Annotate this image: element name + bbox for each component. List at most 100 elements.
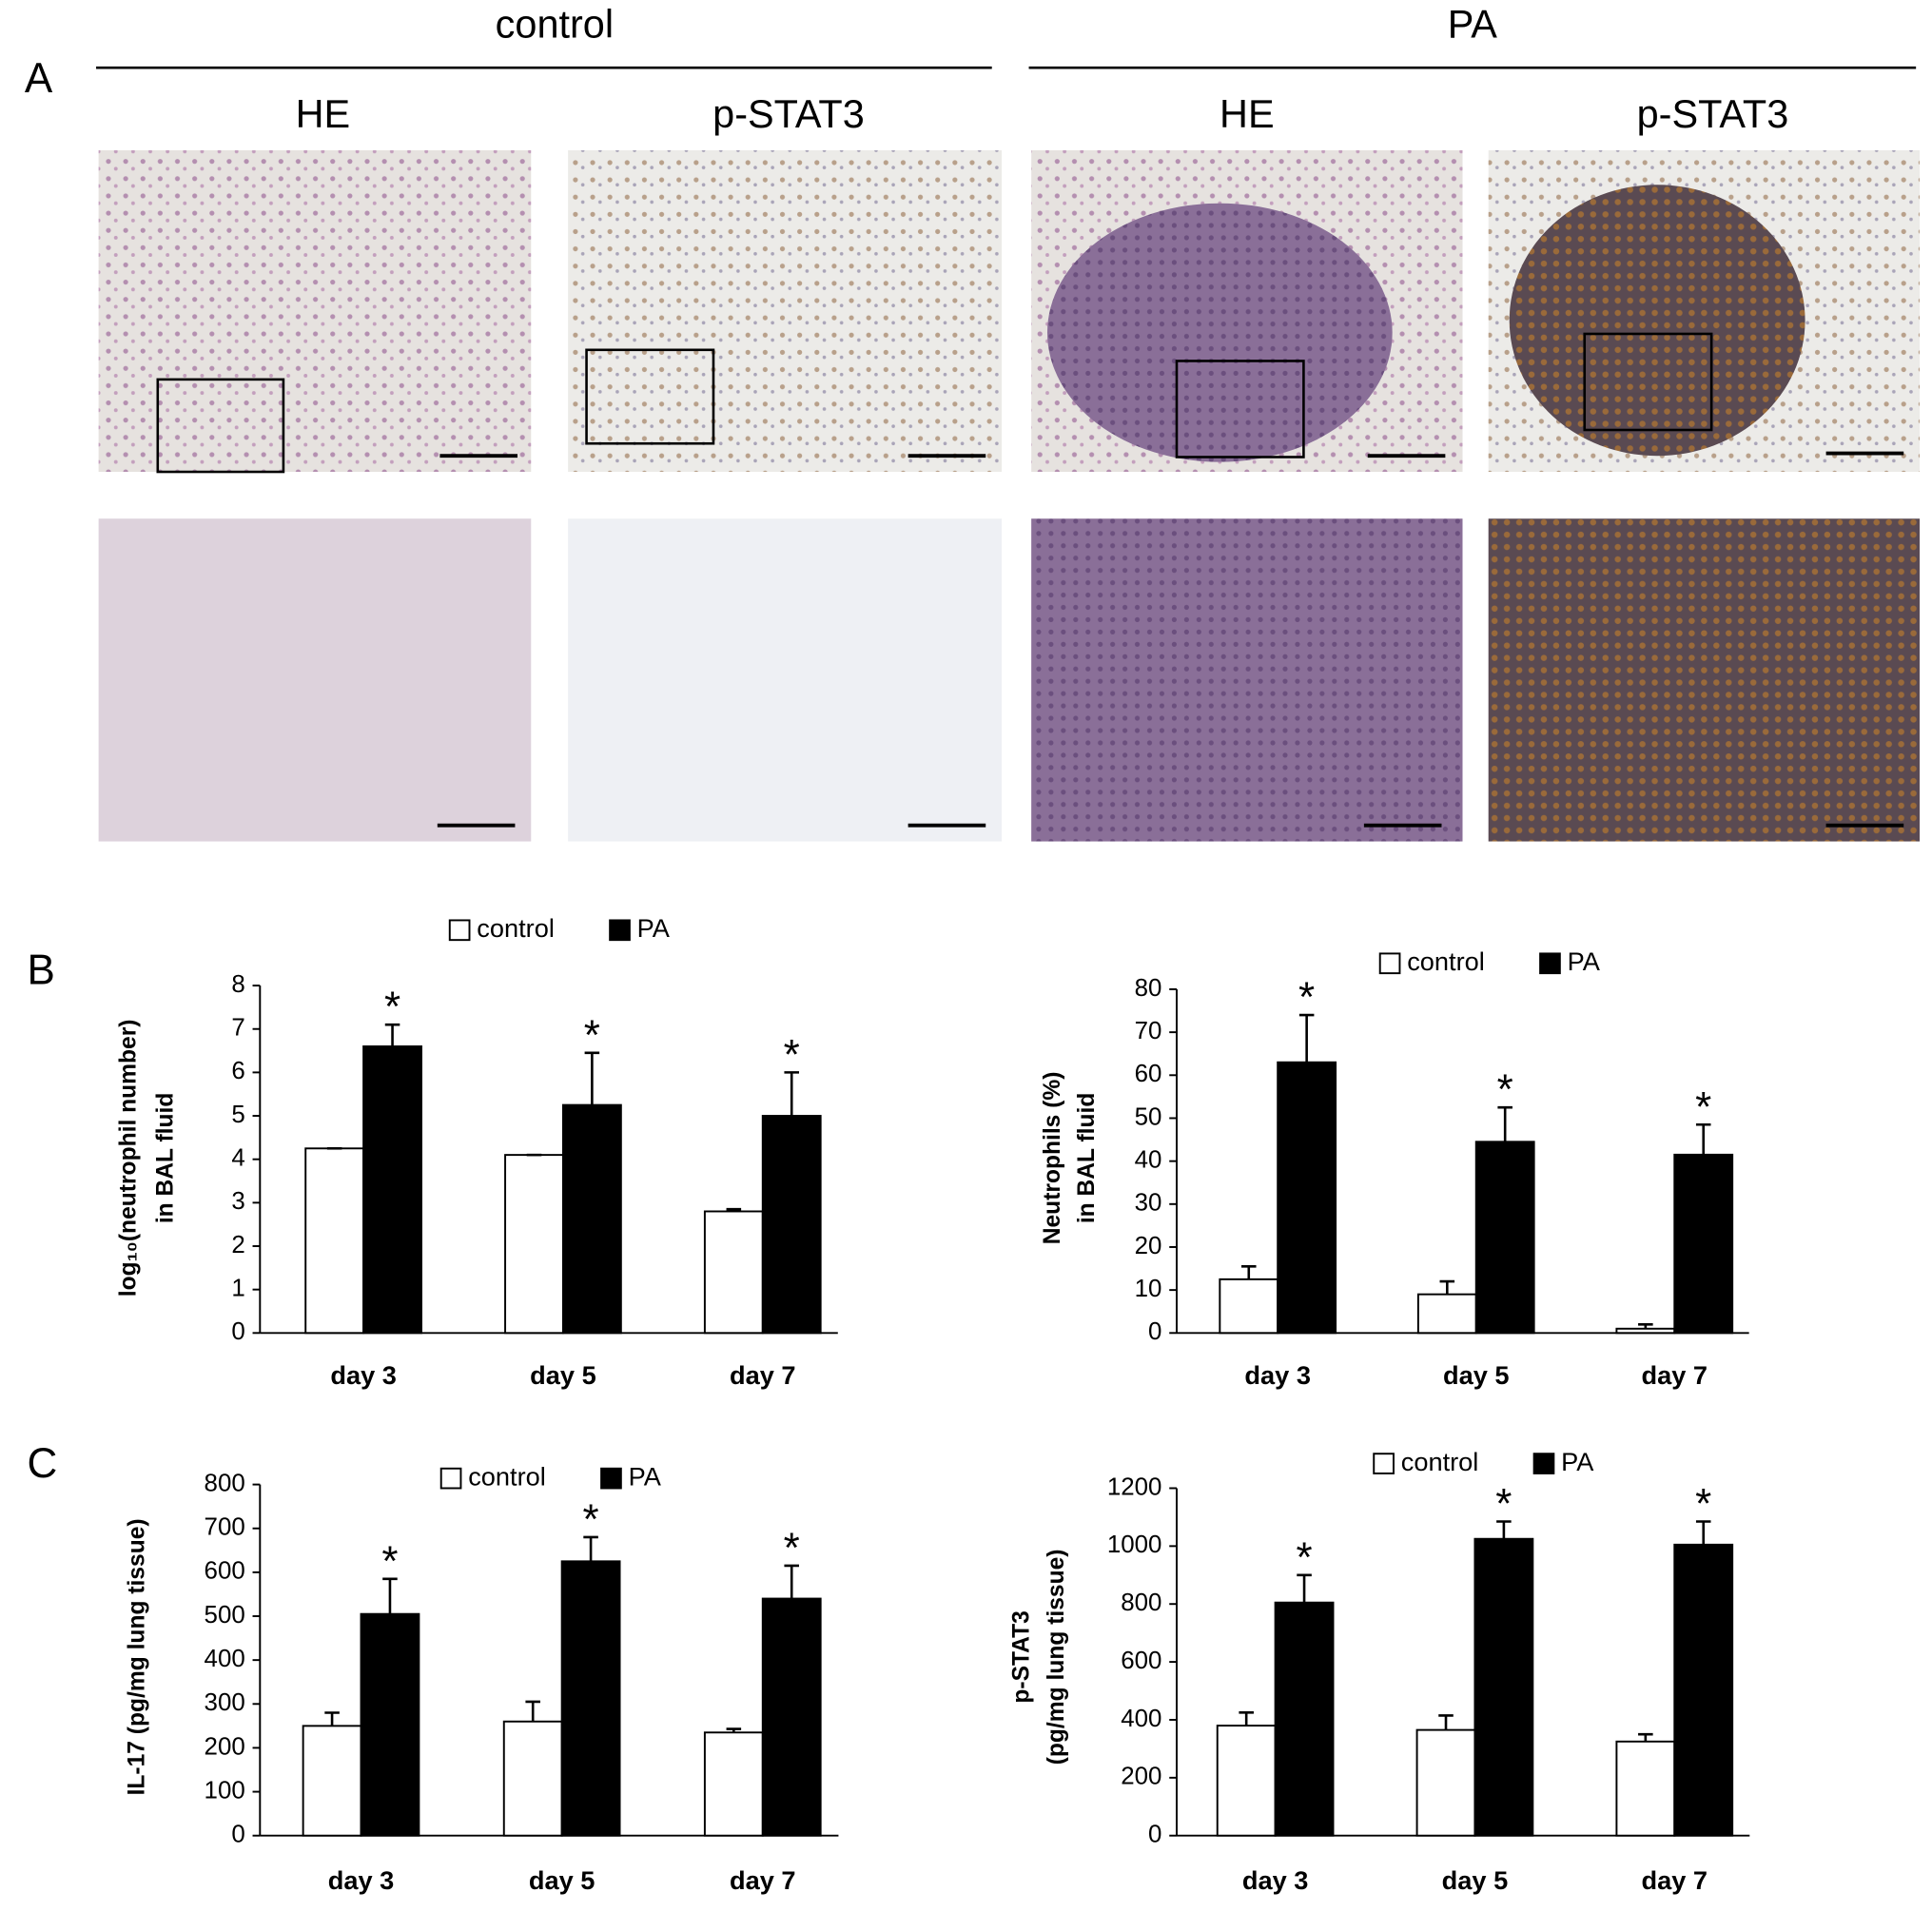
error-bar (525, 1700, 540, 1722)
stain-label: p-STAT3 (712, 91, 865, 136)
y-tick-label: 300 (205, 1689, 245, 1716)
panel-a: A control PA HE p-STAT3 HE p-STAT3 (25, 1, 1921, 842)
y-tick-label: 40 (1135, 1146, 1162, 1173)
legend-swatch (439, 1467, 462, 1490)
y-axis-label: IL-17 (pg/mg lung tissue) (125, 1518, 150, 1795)
error-bar (726, 1207, 742, 1212)
y-axis-label: log₁₀(neutrophil number) (116, 1020, 142, 1297)
y-tick-label: 60 (1135, 1061, 1162, 1087)
error-bar (384, 1023, 400, 1046)
y-tick-label: 400 (205, 1646, 245, 1672)
bar (360, 1612, 420, 1837)
micrograph (1031, 518, 1463, 842)
significance-marker: * (1298, 974, 1315, 1021)
y-tick-label: 4 (231, 1145, 244, 1172)
legend-label: PA (637, 913, 671, 943)
bar (304, 1147, 365, 1335)
error-bar (1497, 1105, 1512, 1142)
x-tick-label: day 3 (328, 1865, 395, 1895)
x-tick-label: day 3 (330, 1360, 397, 1390)
y-tick-label: 1000 (1107, 1532, 1162, 1558)
y-tick-label: 6 (231, 1058, 244, 1084)
error-bar (784, 1564, 799, 1599)
y-tick-label: 0 (1148, 1822, 1161, 1848)
legend-swatch (1532, 1453, 1555, 1474)
bar (761, 1115, 822, 1335)
y-tick-label: 600 (205, 1558, 245, 1585)
x-tick-label: day 5 (529, 1865, 595, 1895)
significance-marker: * (784, 1031, 800, 1078)
bar (1474, 1141, 1535, 1335)
y-tick-label: 0 (1148, 1318, 1161, 1345)
y-tick-label: 600 (1121, 1648, 1161, 1674)
y-tick-label: 200 (1121, 1764, 1161, 1790)
stain-label: p-STAT3 (1637, 91, 1789, 136)
legend-label: control (1407, 946, 1485, 976)
y-axis-label: in BAL fluid (1074, 1093, 1100, 1224)
bar (1615, 1327, 1676, 1335)
micrograph (98, 518, 532, 842)
inset-box (1583, 332, 1713, 432)
error-bar (584, 1051, 600, 1105)
significance-marker: * (1495, 1481, 1512, 1528)
bar (502, 1720, 563, 1837)
error-bar (1496, 1520, 1512, 1539)
group-label: control (496, 1, 614, 46)
y-tick-label: 100 (205, 1777, 245, 1804)
bar (1416, 1293, 1477, 1335)
bar (560, 1560, 621, 1837)
significance-marker: * (584, 1012, 600, 1059)
error-bar (1297, 1573, 1312, 1603)
inset-box (156, 378, 285, 474)
significance-marker: * (1695, 1481, 1711, 1528)
y-axis-label: (pg/mg lung tissue) (1044, 1550, 1069, 1766)
y-tick-label: 50 (1135, 1103, 1162, 1130)
error-bar (1438, 1714, 1454, 1730)
micrograph (568, 150, 1003, 473)
x-tick-label: day 7 (730, 1865, 796, 1895)
significance-marker: * (381, 1538, 398, 1585)
legend-swatch (600, 1467, 622, 1490)
error-bar (1638, 1732, 1653, 1742)
significance-marker: * (784, 1525, 800, 1571)
bar (362, 1045, 422, 1335)
legend-label: control (1401, 1447, 1479, 1476)
significance-marker: * (583, 1496, 599, 1543)
bar (504, 1154, 564, 1335)
y-tick-label: 2 (231, 1232, 244, 1258)
legend-label: control (477, 913, 555, 943)
micrograph-region (1509, 185, 1805, 457)
y-tick-label: 7 (231, 1015, 244, 1042)
stain-label: HE (1220, 91, 1275, 136)
y-tick-label: 30 (1135, 1190, 1162, 1217)
group-label: PA (1448, 1, 1498, 46)
stain-label: HE (296, 91, 351, 136)
y-axis-label: Neutrophils (%) (1040, 1072, 1065, 1245)
significance-marker: * (1497, 1066, 1513, 1113)
error-bar (784, 1071, 799, 1117)
y-tick-label: 700 (205, 1514, 245, 1541)
error-bar (1240, 1264, 1257, 1279)
bar (1673, 1543, 1734, 1837)
legend-label: PA (629, 1461, 662, 1491)
legend-label: PA (1561, 1447, 1594, 1476)
panel-label: A (25, 55, 53, 102)
significance-marker: * (1296, 1534, 1312, 1581)
panel-label: B (27, 947, 54, 994)
error-bar (1298, 1013, 1315, 1063)
y-tick-label: 0 (231, 1318, 244, 1345)
legend-label: control (468, 1461, 546, 1491)
y-tick-label: 800 (1121, 1590, 1161, 1616)
bar (1274, 1601, 1335, 1837)
y-tick-label: 70 (1135, 1018, 1162, 1044)
legend-label: PA (1568, 946, 1601, 976)
x-tick-label: day 7 (730, 1360, 796, 1390)
y-tick-label: 3 (231, 1188, 244, 1215)
y-axis-label: p-STAT3 (1009, 1610, 1035, 1703)
bar (302, 1725, 362, 1837)
bar (1277, 1061, 1337, 1335)
y-tick-label: 1200 (1107, 1473, 1162, 1500)
bar (1219, 1278, 1279, 1335)
y-tick-label: 10 (1135, 1276, 1162, 1302)
